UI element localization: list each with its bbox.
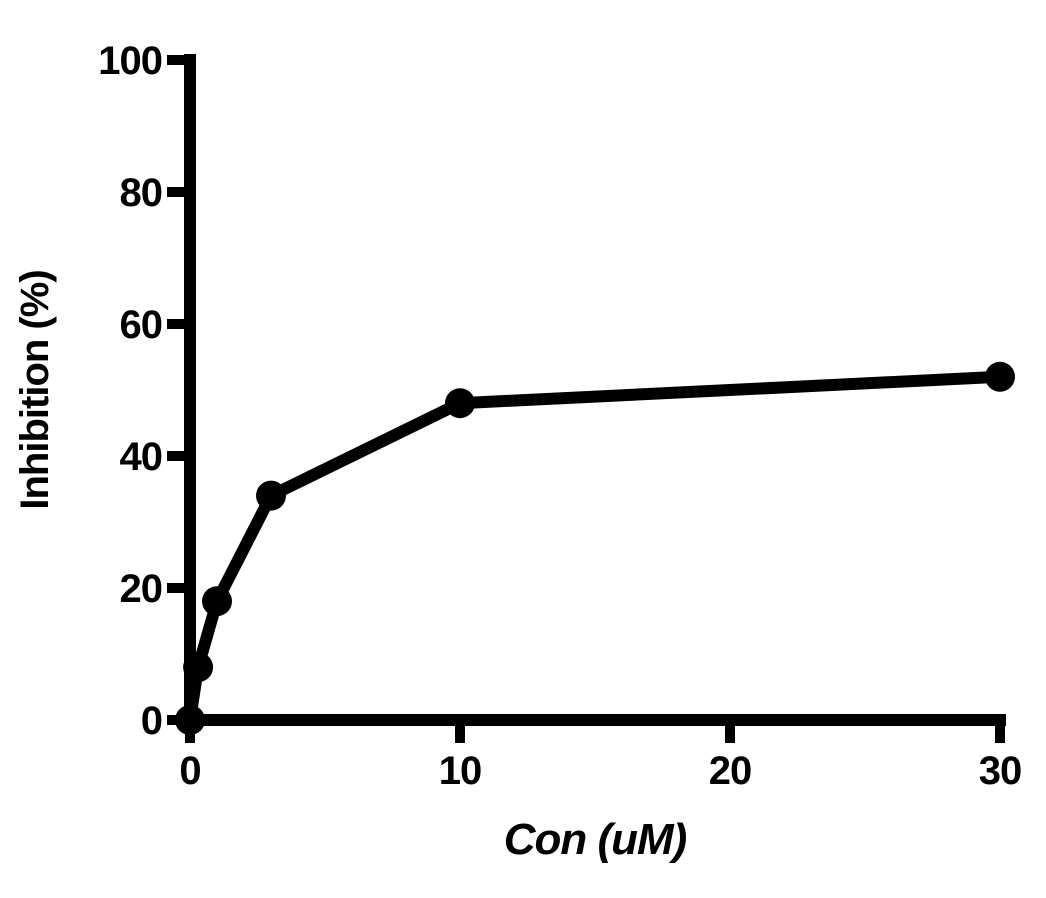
data-marker	[256, 481, 286, 511]
data-marker	[202, 586, 232, 616]
x-axis-label: Con (uM)	[504, 815, 687, 864]
chart-svg: 0 10 20 30 0 20 40 60 80 100 Con (uM) Inhibition (%…	[0, 0, 1046, 898]
x-tick-label: 10	[439, 749, 482, 793]
data-marker	[445, 388, 475, 418]
data-marker	[985, 362, 1015, 392]
x-tick-label: 30	[979, 749, 1022, 793]
y-tick-label: 80	[120, 171, 163, 215]
y-tick-label: 60	[120, 303, 163, 347]
data-marker	[175, 705, 205, 735]
x-tick-label: 20	[709, 749, 752, 793]
data-line	[190, 377, 1000, 720]
chart-container: 0 10 20 30 0 20 40 60 80 100 Con (uM) Inhibition (%…	[0, 0, 1046, 898]
data-marker	[183, 652, 213, 682]
y-tick-label: 20	[120, 567, 163, 611]
y-axis-label: Inhibition (%)	[13, 270, 57, 509]
x-tick-label: 0	[179, 749, 200, 793]
y-tick-label: 0	[141, 699, 162, 743]
y-tick-label: 100	[98, 39, 162, 83]
y-tick-label: 40	[120, 435, 163, 479]
